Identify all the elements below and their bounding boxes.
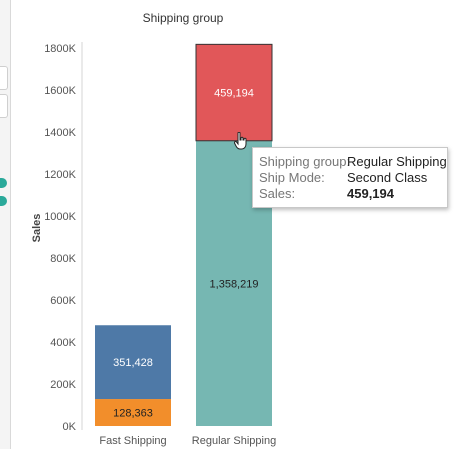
y-tick-label: 800K (50, 253, 76, 265)
data-label: 459,194 (214, 88, 254, 100)
tooltip-row-ship-mode: Ship Mode: Second Class (259, 170, 441, 186)
panel-control[interactable] (0, 94, 8, 118)
tooltip-value: Regular Shipping (347, 154, 447, 169)
tooltip-value: Second Class (347, 170, 428, 185)
bar-segment[interactable] (195, 43, 273, 142)
y-axis-title: Sales (31, 214, 43, 243)
y-tick-label: 600K (50, 295, 76, 307)
left-panel-strip (0, 0, 11, 449)
bar-segment[interactable] (95, 399, 171, 426)
legend-dot-icon (0, 196, 7, 206)
y-tick-label: 1000K (44, 211, 76, 223)
x-tick-label: Regular Shipping (192, 435, 276, 447)
legend-dot-icon (0, 178, 7, 188)
tooltip-key: Shipping group: (259, 154, 351, 169)
tooltip-key: Sales: (259, 186, 296, 201)
y-tick-label: 400K (50, 337, 76, 349)
data-label: 1,358,219 (210, 278, 259, 290)
y-tick-label: 1400K (44, 127, 76, 139)
panel-control[interactable] (0, 66, 8, 90)
data-label: 351,428 (113, 357, 153, 369)
data-label: 128,363 (113, 408, 153, 420)
tooltip: Shipping group: Regular Shipping Ship Mo… (252, 147, 448, 208)
tooltip-key: Ship Mode: (259, 170, 325, 185)
y-tick-label: 200K (50, 379, 76, 391)
tooltip-row-sales: Sales: 459,194 (259, 186, 441, 202)
y-axis: 0K 200K 400K 600K 800K 1000K 1200K 1400K 1600K 18… (44, 42, 83, 433)
y-tick-label: 1600K (44, 85, 76, 97)
y-tick-label: 0K (63, 421, 77, 433)
tooltip-value: 459,194 (347, 186, 394, 201)
tooltip-row-shipping-group: Shipping group: Regular Shipping (259, 154, 447, 170)
bar-segment[interactable] (95, 325, 171, 400)
x-tick-label: Fast Shipping (99, 435, 166, 447)
y-tick-label: 1200K (44, 169, 76, 181)
x-axis: Fast Shipping Regular Shipping (99, 435, 276, 447)
hand-pointer-icon (234, 132, 247, 150)
bars: 128,363 351,428 1,358,219 459,194 (95, 43, 273, 426)
y-tick-label: 1800K (44, 43, 76, 55)
chart-title: Shipping group (143, 11, 224, 25)
